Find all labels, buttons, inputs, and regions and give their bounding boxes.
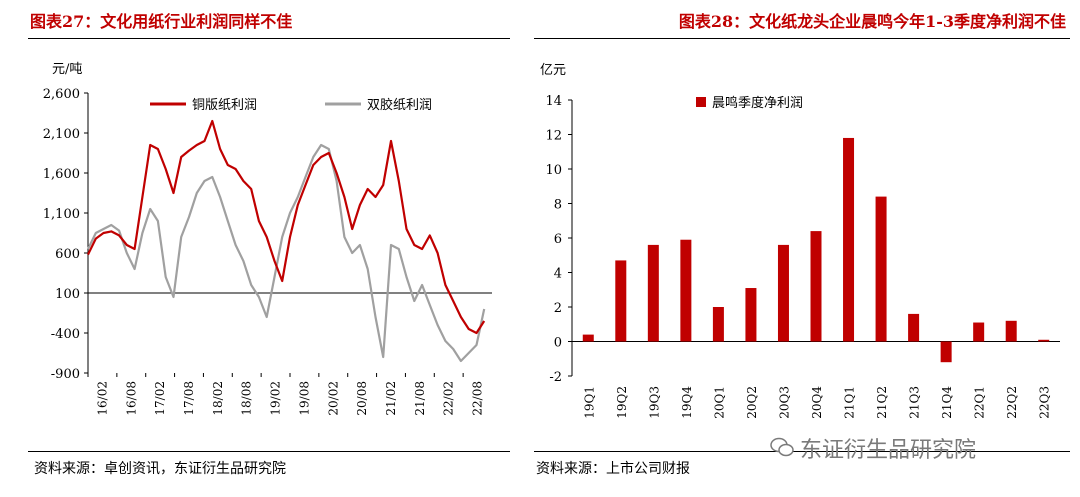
x-tick-label: 17/02 (153, 381, 167, 416)
bar (810, 231, 822, 342)
x-tick-label: 22/08 (471, 381, 485, 416)
left-chart-panel: 图表27：文化用纸行业利润同样不佳 2,600 2,100 1,600 1,100 60… (0, 0, 520, 497)
x-tick-label: 20Q4 (810, 386, 824, 419)
x-tick-label: 19Q1 (582, 386, 596, 419)
legend-swatch (696, 97, 706, 107)
y-tick-label: 1,100 (43, 207, 80, 222)
left-chart-title: 图表27：文化用纸行业利润同样不佳 (30, 12, 293, 31)
x-tick-label: 22Q3 (1038, 386, 1052, 419)
y-tick-label: 4 (554, 267, 562, 282)
x-tick-label: 19/02 (269, 381, 283, 416)
bar (843, 137, 855, 342)
y-axis-unit-label: 元/吨 (52, 62, 82, 77)
x-tick-label: 21Q3 (908, 386, 922, 419)
bar (777, 244, 789, 342)
x-tick-label: 21Q2 (875, 386, 889, 419)
right-title-rule (534, 38, 1070, 39)
x-tick-label: 18/02 (211, 381, 225, 416)
y-tick-label: 0 (554, 336, 562, 351)
right-source-rule (534, 451, 1070, 452)
bar (647, 244, 659, 342)
y-tick-label: 10 (545, 163, 562, 178)
x-tick-label: 21/08 (413, 381, 427, 416)
legend-label: 晨鸣季度净利润 (712, 95, 803, 111)
x-tick-label: 20/08 (355, 381, 369, 416)
x-tick-label: 17/08 (182, 381, 196, 416)
y-tick-label: 12 (545, 129, 562, 144)
x-tick-label: 22/02 (442, 381, 456, 416)
y-tick-label: 2,600 (43, 87, 80, 102)
y-tick-label: 100 (55, 287, 80, 302)
left-source-note: 资料来源：卓创资讯，东证衍生品研究院 (34, 461, 286, 477)
y-tick-label: 1,600 (43, 167, 80, 182)
x-tick-label: 20Q1 (712, 386, 726, 419)
left-source-rule (28, 451, 510, 452)
x-tick-label: 22Q2 (1005, 386, 1019, 419)
x-tick-label: 19/08 (297, 381, 311, 416)
x-tick-label: 19Q3 (647, 386, 661, 419)
legend-label: 铜版纸利润 (192, 98, 257, 113)
x-tick-label: 19Q4 (680, 386, 694, 419)
x-tick-label: 21Q1 (843, 386, 857, 419)
y-tick-label: -400 (51, 327, 80, 342)
y-tick-label: -2 (549, 370, 562, 385)
x-tick-label: 20/02 (326, 381, 340, 416)
right-source-note: 资料来源：上市公司财报 (536, 461, 690, 477)
y-tick-label: 600 (55, 247, 80, 262)
bar (712, 307, 724, 342)
bar (1038, 339, 1050, 342)
y-axis-unit-label: 亿元 (540, 63, 566, 78)
bar (582, 334, 594, 342)
series-line (87, 143, 486, 363)
x-tick-label: 18/08 (240, 381, 254, 416)
bar (875, 196, 887, 342)
x-tick-label: 21Q4 (940, 386, 954, 419)
bar (940, 341, 952, 363)
right-chart-title: 图表28：文化纸龙头企业晨鸣今年1-3季度净利润不佳 (678, 12, 1066, 31)
line-chart: 2,600 2,100 1,600 1,100 600 100 -400 -900 元/吨 16/… (43, 62, 492, 416)
bar (908, 313, 920, 342)
x-tick-label: 16/02 (95, 381, 109, 416)
legend-label: 双胶纸利润 (367, 97, 432, 113)
watermark-text: 东证衍生品研究院 (800, 438, 977, 463)
series-line (87, 119, 486, 335)
y-tick-label: 8 (554, 198, 562, 213)
y-tick-label: 14 (545, 94, 562, 109)
y-tick-label: 2,100 (43, 127, 80, 142)
x-tick-label: 22Q1 (973, 386, 987, 419)
left-title-rule (28, 38, 510, 39)
right-chart-panel: 图表28：文化纸龙头企业晨鸣今年1-3季度净利润不佳 14 12 10 8 6 4 2 0 -2… (530, 0, 1080, 497)
y-tick-label: 6 (554, 232, 562, 247)
bar-chart: 14 12 10 8 6 4 2 0 -2 亿元 19Q1 19Q2 19Q3 19Q4 20Q1 20Q2 2… (540, 63, 1060, 419)
bar (615, 260, 627, 342)
x-tick-label: 21/02 (384, 381, 398, 416)
bar (1005, 320, 1017, 342)
bar (680, 239, 692, 342)
y-tick-label: -900 (51, 367, 80, 382)
y-tick-label: 2 (554, 301, 562, 316)
x-tick-label: 16/08 (124, 381, 138, 416)
bar (973, 322, 985, 342)
wechat-icon (770, 437, 794, 457)
x-tick-label: 20Q2 (745, 386, 759, 419)
bar (745, 288, 757, 342)
x-tick-label: 20Q3 (777, 386, 791, 419)
x-tick-label: 19Q2 (615, 386, 629, 419)
